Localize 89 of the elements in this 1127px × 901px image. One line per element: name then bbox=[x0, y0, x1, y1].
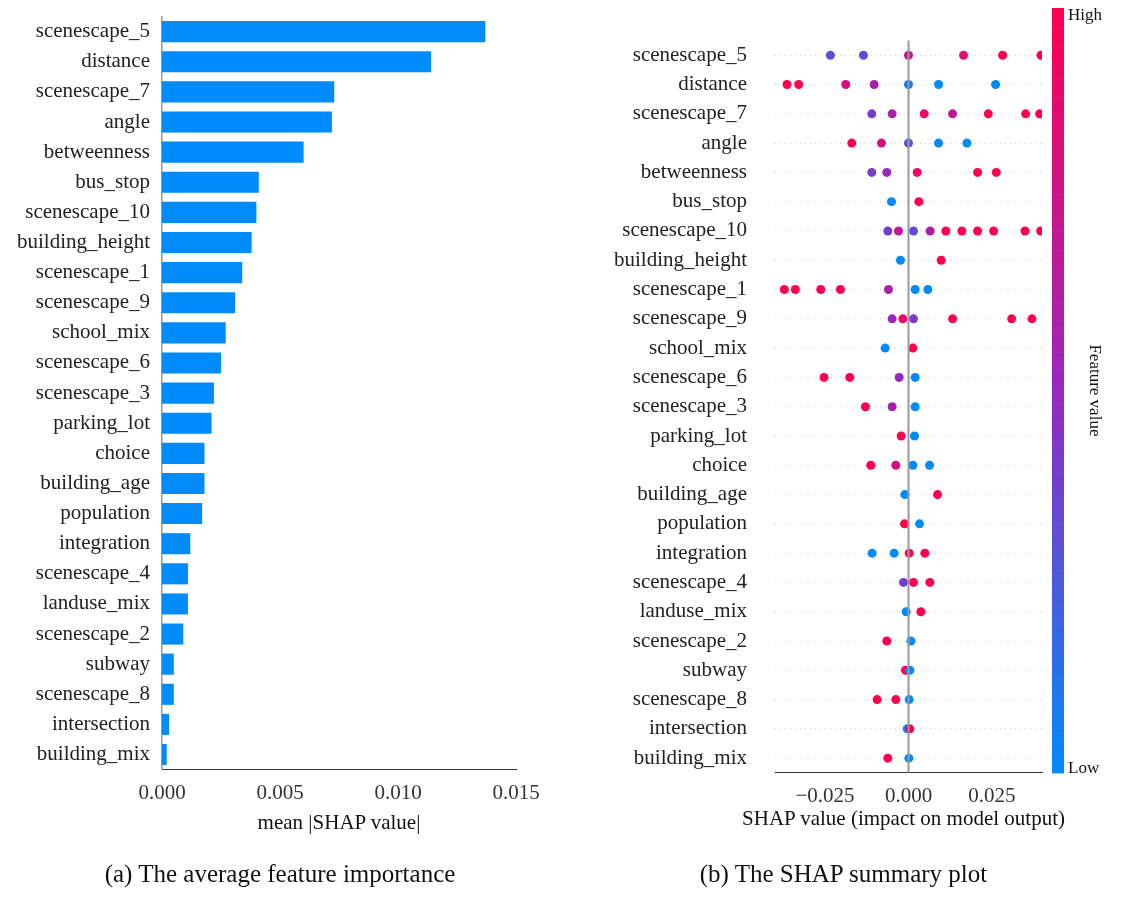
y-tick-label: betweenness bbox=[43, 138, 150, 163]
y-tick-label: subway bbox=[682, 656, 748, 681]
y-tick-label: scenescape_3 bbox=[632, 393, 747, 418]
y-tick-label: bus_stop bbox=[75, 168, 150, 193]
y-tick-label: integration bbox=[59, 530, 151, 555]
x-tick-label: 0.015 bbox=[492, 779, 540, 804]
y-tick-label: building_height bbox=[17, 229, 151, 254]
bar bbox=[162, 563, 188, 585]
y-tick-label: landuse_mix bbox=[639, 598, 748, 623]
y-tick-label: scenescape_2 bbox=[632, 627, 747, 652]
y-tick-label: scenescape_10 bbox=[622, 217, 747, 242]
bar bbox=[162, 322, 226, 344]
y-tick-label: choice bbox=[692, 451, 747, 476]
y-tick-label: population bbox=[657, 510, 748, 535]
y-tick-label: scenescape_1 bbox=[35, 259, 150, 284]
y-tick-label: distance bbox=[678, 71, 747, 96]
y-tick-label: scenescape_6 bbox=[35, 349, 150, 374]
bar bbox=[162, 442, 205, 464]
bar bbox=[162, 412, 212, 434]
y-tick-label: distance bbox=[81, 48, 150, 73]
y-tick-label: building_height bbox=[614, 246, 748, 271]
x-tick-label: −0.025 bbox=[795, 782, 855, 807]
bar bbox=[162, 623, 184, 645]
y-tick-label: integration bbox=[656, 539, 748, 564]
y-tick-label: building_age bbox=[637, 481, 747, 506]
y-tick-label: scenescape_10 bbox=[25, 198, 150, 223]
y-tick-label: bus_stop bbox=[672, 188, 747, 213]
bar bbox=[162, 231, 252, 254]
bar bbox=[162, 262, 243, 284]
y-tick-label: choice bbox=[95, 439, 150, 464]
text: (a) The average feature importance bbox=[103, 860, 457, 888]
y-tick-label: school_mix bbox=[649, 334, 748, 359]
bar bbox=[162, 382, 214, 404]
y-tick-label: scenescape_9 bbox=[632, 305, 747, 330]
y-tick-label: intersection bbox=[52, 710, 151, 735]
y-tick-label: betweenness bbox=[640, 158, 747, 183]
y-tick-label: scenescape_4 bbox=[35, 560, 151, 585]
y-tick-label: scenescape_8 bbox=[632, 686, 747, 711]
y-tick-label: scenescape_5 bbox=[632, 41, 747, 66]
color-bar-label: High bbox=[1068, 5, 1103, 25]
y-tick-label: scenescape_3 bbox=[35, 379, 150, 404]
bar bbox=[162, 653, 174, 675]
bar bbox=[162, 533, 191, 555]
x-tick-label: 0.000 bbox=[884, 782, 933, 807]
x-tick-label: 0.010 bbox=[374, 779, 422, 804]
y-tick-label: intersection bbox=[649, 715, 748, 740]
bar bbox=[162, 683, 174, 705]
y-tick-label: parking_lot bbox=[53, 409, 151, 434]
bar bbox=[162, 111, 332, 133]
y-tick-label: building_mix bbox=[633, 744, 748, 769]
y-tick-label: scenescape_6 bbox=[632, 363, 747, 388]
bar bbox=[162, 81, 335, 103]
y-tick-label: scenescape_7 bbox=[35, 78, 150, 103]
y-tick-label: scenescape_1 bbox=[632, 276, 747, 301]
bar bbox=[162, 472, 205, 494]
y-tick-label: scenescape_2 bbox=[35, 620, 150, 645]
bar bbox=[162, 201, 257, 223]
text: (b) The SHAP summary plot bbox=[698, 860, 989, 888]
y-tick-label: subway bbox=[85, 650, 151, 675]
x-tick-label: 0.005 bbox=[256, 779, 304, 804]
y-tick-label: angle bbox=[701, 129, 747, 154]
bar bbox=[162, 744, 167, 766]
y-tick-label: scenescape_8 bbox=[35, 680, 150, 705]
y-tick-label: building_mix bbox=[36, 741, 151, 766]
y-tick-label: building_age bbox=[40, 469, 150, 494]
bar bbox=[162, 171, 259, 193]
bar bbox=[162, 713, 170, 735]
bar bbox=[162, 292, 236, 314]
x-axis-title: SHAP value (impact on model output) bbox=[741, 806, 1066, 831]
color-bar-label: Low bbox=[1068, 758, 1100, 778]
y-tick-label: scenescape_7 bbox=[632, 100, 747, 125]
y-tick-label: scenescape_9 bbox=[35, 289, 150, 314]
y-tick-label: school_mix bbox=[52, 319, 151, 344]
y-tick-label: population bbox=[60, 500, 151, 525]
x-tick-label: 0.025 bbox=[968, 782, 1016, 807]
bar bbox=[162, 51, 432, 73]
color-bar-title: Feature value bbox=[1085, 344, 1105, 437]
y-tick-label: landuse_mix bbox=[42, 590, 151, 615]
bar bbox=[162, 593, 188, 615]
bar bbox=[162, 21, 486, 43]
y-tick-label: parking_lot bbox=[650, 422, 748, 447]
x-axis-title: mean |SHAP value| bbox=[257, 809, 421, 834]
bar bbox=[162, 503, 203, 525]
y-tick-label: angle bbox=[104, 108, 150, 133]
bar bbox=[162, 352, 221, 374]
y-tick-label: scenescape_5 bbox=[35, 18, 150, 43]
y-tick-label: scenescape_4 bbox=[632, 568, 748, 593]
bar bbox=[162, 141, 304, 163]
x-tick-label: 0.000 bbox=[138, 779, 186, 804]
